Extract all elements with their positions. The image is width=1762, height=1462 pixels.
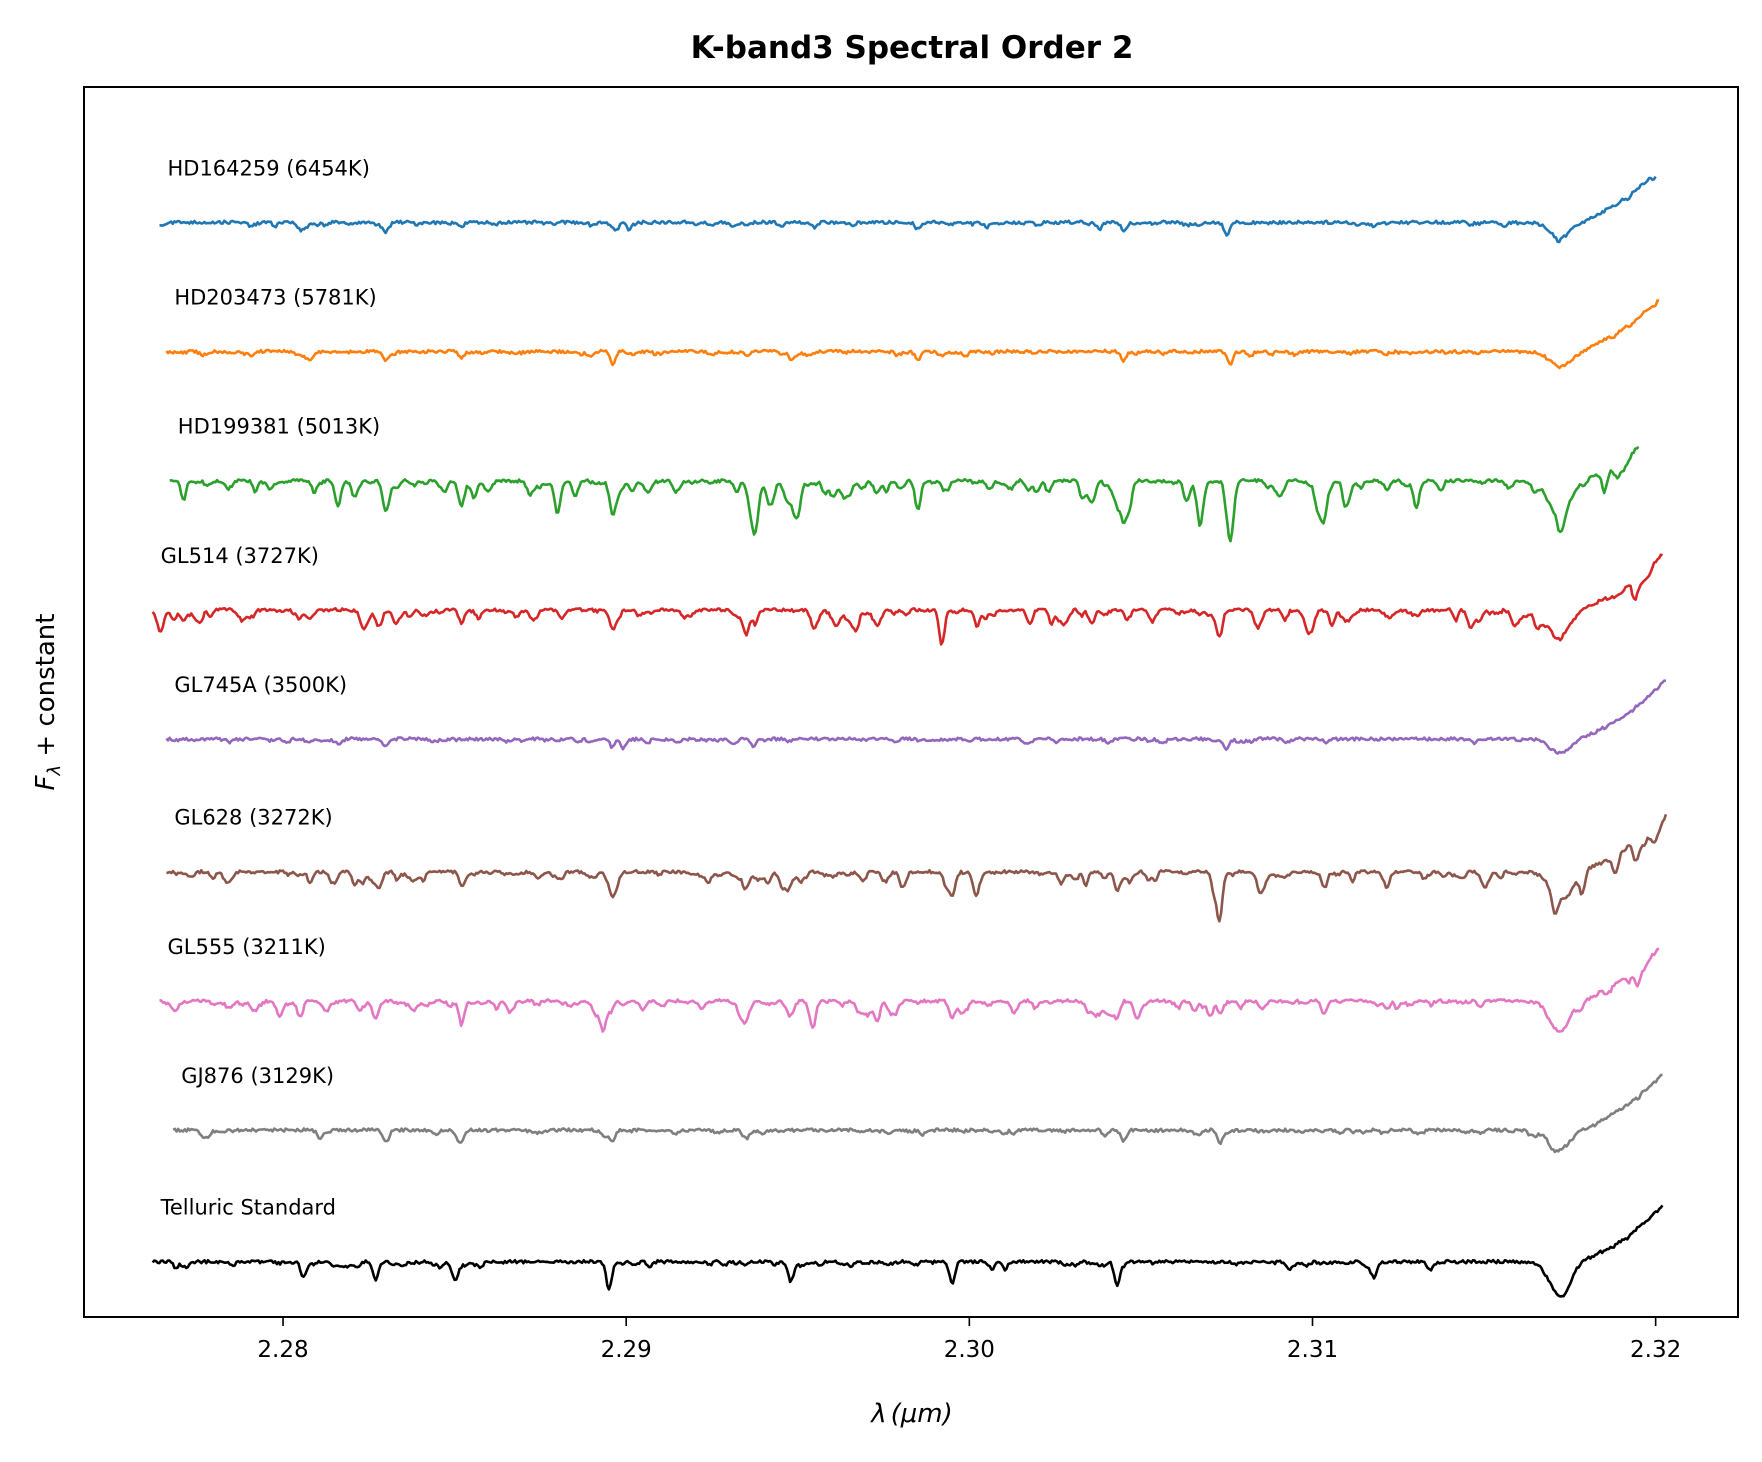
x-tick-label: 2.31 [1287, 1337, 1338, 1363]
x-axis-label-unit: (μm) [891, 1399, 953, 1429]
spectrum-line [166, 813, 1668, 923]
x-axis-label-symbol: λ [869, 1399, 886, 1429]
chart-title: K-band3 Spectral Order 2 [691, 30, 1134, 66]
series-label: GL745A (3500K) [174, 673, 347, 697]
series-labels: HD164259 (6454K) HD203473 (5781K) HD199381… [160, 156, 381, 1219]
spectrum-line [165, 679, 1667, 755]
y-axis-label-rest: + constant [31, 614, 61, 765]
y-axis-label-sub: λ [44, 765, 65, 777]
spectrum-line [159, 947, 1660, 1033]
series-label: GL555 (3211K) [167, 935, 325, 959]
spectrum-line [151, 553, 1664, 646]
x-tick-label: 2.28 [257, 1337, 308, 1363]
spectrum-line [172, 1073, 1663, 1154]
series-label: HD164259 (6454K) [167, 156, 369, 180]
plot-frame [83, 86, 1739, 1318]
series-label: HD199381 (5013K) [178, 415, 380, 439]
series-label: GL628 (3272K) [174, 806, 332, 830]
spectrum-line [151, 1204, 1664, 1298]
spectra-group [151, 175, 1668, 1298]
x-axis-ticks: 2.28 2.29 2.30 2.31 2.32 [257, 1317, 1681, 1363]
series-label: GJ876 (3129K) [181, 1064, 334, 1088]
x-tick-label: 2.29 [601, 1337, 652, 1363]
x-tick-label: 2.32 [1630, 1337, 1681, 1363]
series-label: HD203473 (5781K) [174, 285, 376, 309]
spectrum-line [165, 299, 1660, 370]
spectrum-line [169, 445, 1640, 543]
x-tick-label: 2.30 [944, 1337, 995, 1363]
series-label: GL514 (3727K) [161, 544, 319, 568]
spectrum-line [159, 175, 1657, 244]
x-axis-label: λ (μm) [869, 1399, 953, 1429]
y-axis-label-symbol: F [31, 774, 61, 790]
y-axis-label: Fλ + constant [31, 614, 65, 791]
series-label: Telluric Standard [160, 1196, 336, 1220]
